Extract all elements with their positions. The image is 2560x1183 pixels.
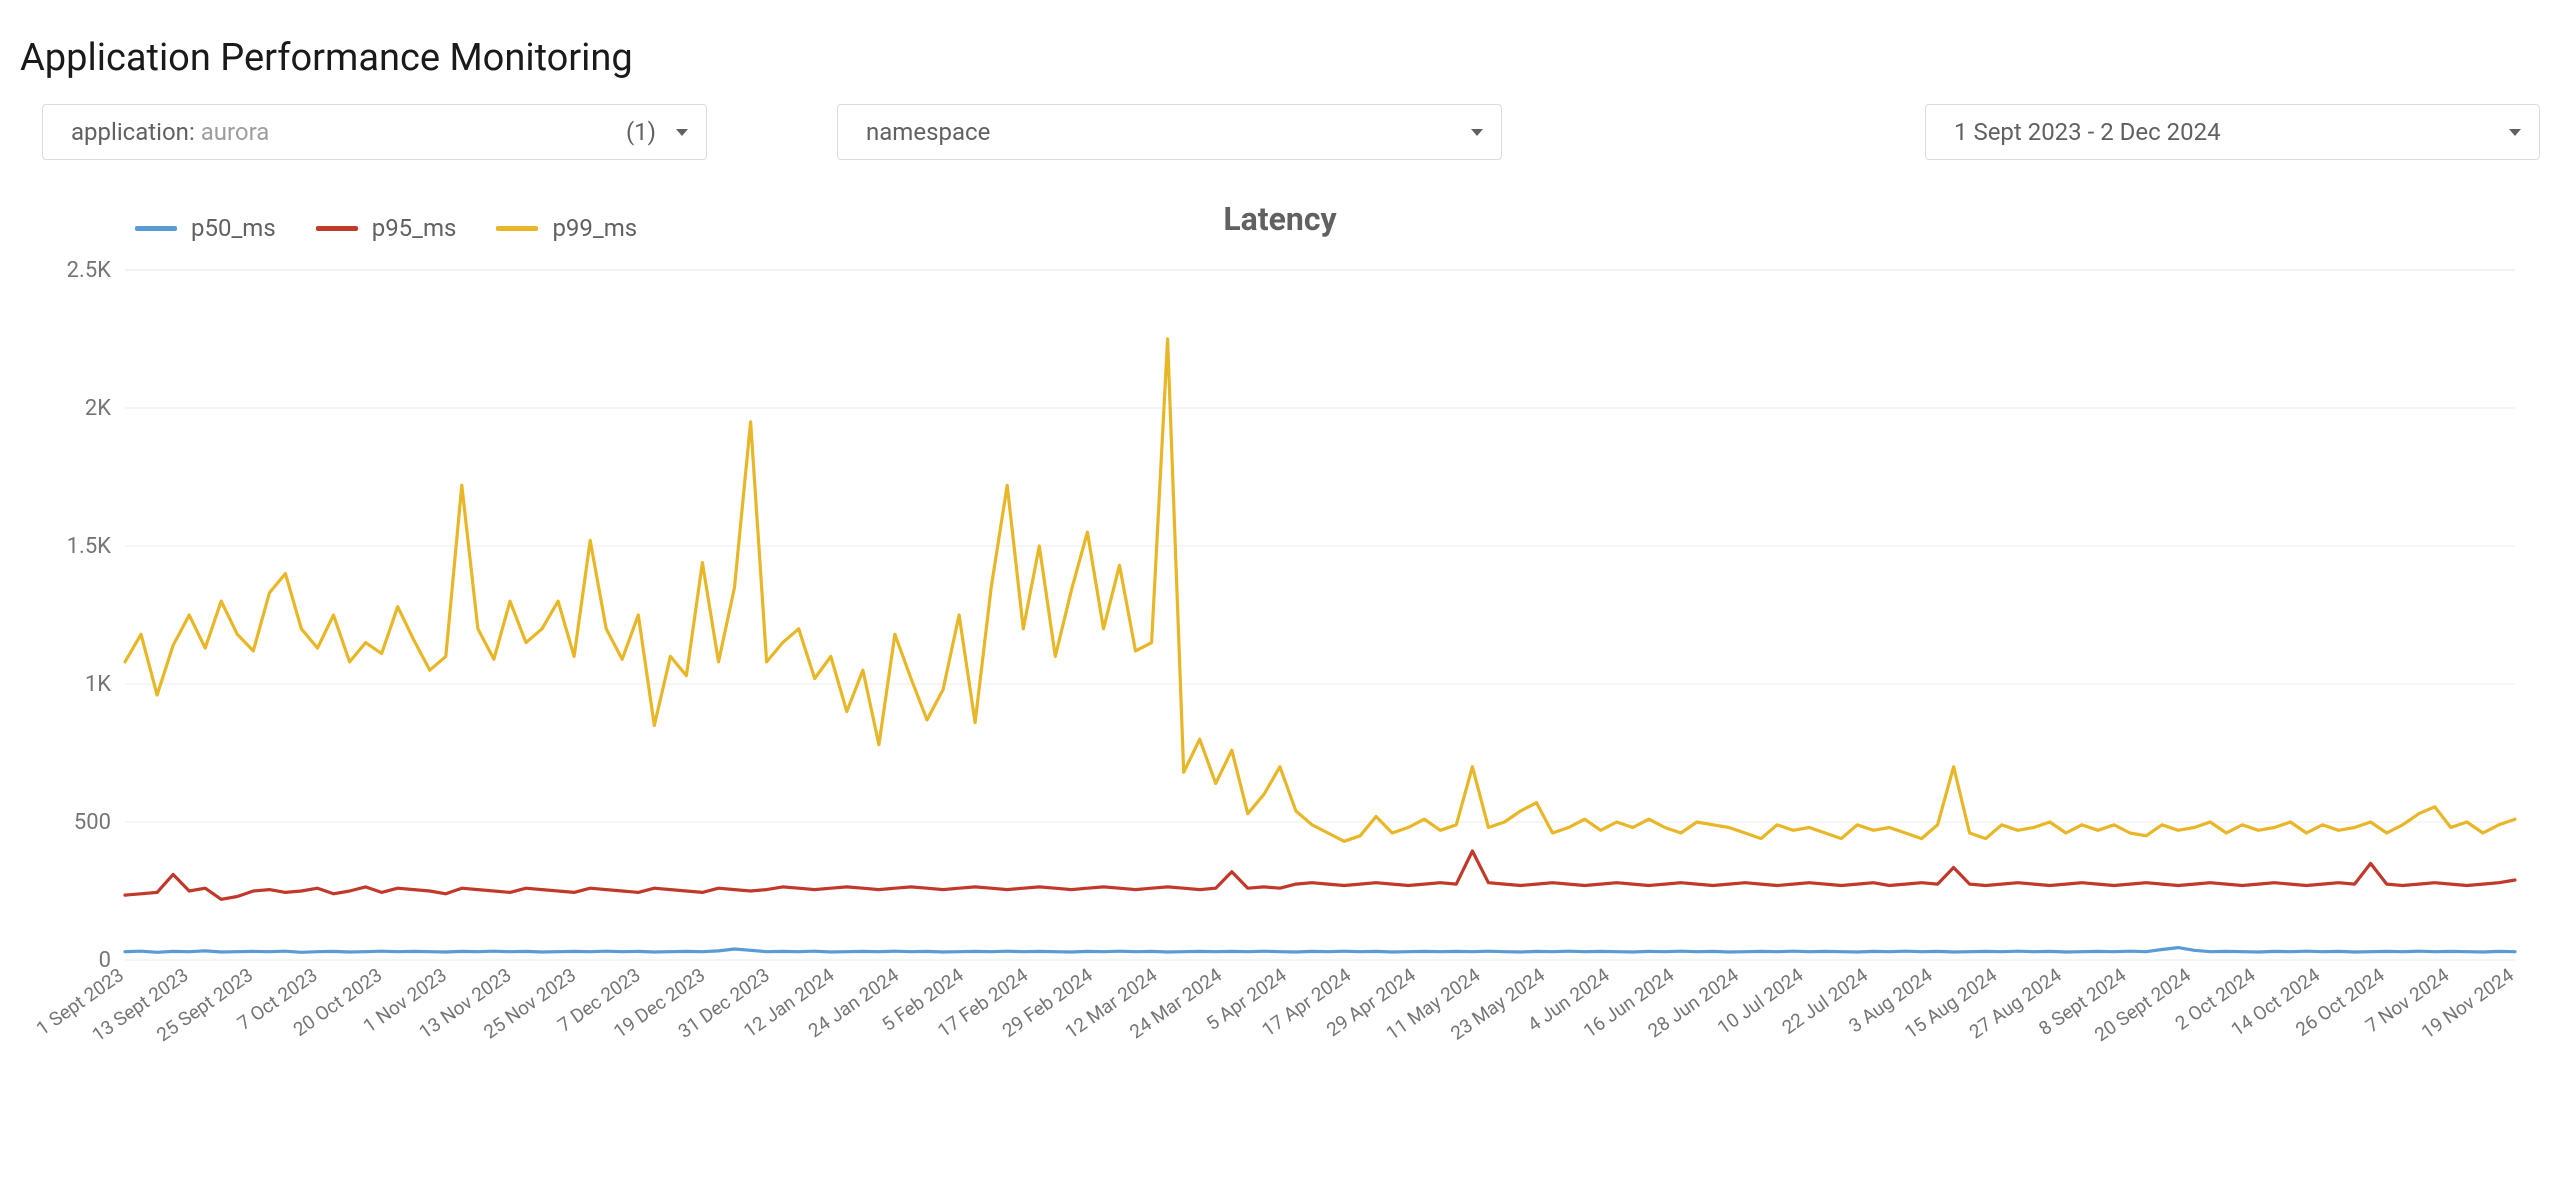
namespace-filter-label: namespace (866, 118, 990, 146)
chevron-down-icon (1471, 129, 1483, 136)
application-filter-count: (1) (626, 118, 664, 146)
svg-text:2K: 2K (85, 396, 111, 421)
svg-text:2.5K: 2.5K (67, 258, 112, 283)
svg-text:1.5K: 1.5K (67, 534, 112, 559)
svg-text:1K: 1K (85, 672, 111, 697)
application-filter-value: aurora (201, 118, 270, 146)
chevron-down-icon (676, 129, 688, 136)
chart-legend: p50_ms p95_ms p99_ms (135, 214, 637, 242)
chart-canvas: 05001K1.5K2K2.5K1 Sept 202313 Sept 20232… (25, 200, 2535, 1100)
legend-swatch (135, 226, 177, 231)
legend-swatch (496, 226, 538, 231)
latency-chart: Latency p50_ms p95_ms p99_ms 05001K1.5K2… (25, 200, 2535, 1100)
page-title: Application Performance Monitoring (20, 36, 2540, 80)
legend-item-p50[interactable]: p50_ms (135, 214, 276, 242)
chart-title: Latency (1223, 200, 1336, 238)
application-filter-prefix: application: (71, 118, 201, 146)
legend-label: p50_ms (191, 214, 276, 242)
date-range-dropdown[interactable]: 1 Sept 2023 - 2 Dec 2024 (1925, 104, 2540, 160)
legend-item-p95[interactable]: p95_ms (316, 214, 457, 242)
legend-swatch (316, 226, 358, 231)
filter-bar: application: aurora (1) namespace 1 Sept… (20, 104, 2540, 160)
namespace-filter-dropdown[interactable]: namespace (837, 104, 1502, 160)
legend-item-p99[interactable]: p99_ms (496, 214, 637, 242)
legend-label: p95_ms (372, 214, 457, 242)
chevron-down-icon (2509, 129, 2521, 136)
application-filter-dropdown[interactable]: application: aurora (1) (42, 104, 707, 160)
legend-label: p99_ms (552, 214, 637, 242)
date-range-label: 1 Sept 2023 - 2 Dec 2024 (1954, 118, 2221, 146)
svg-text:500: 500 (74, 810, 111, 835)
